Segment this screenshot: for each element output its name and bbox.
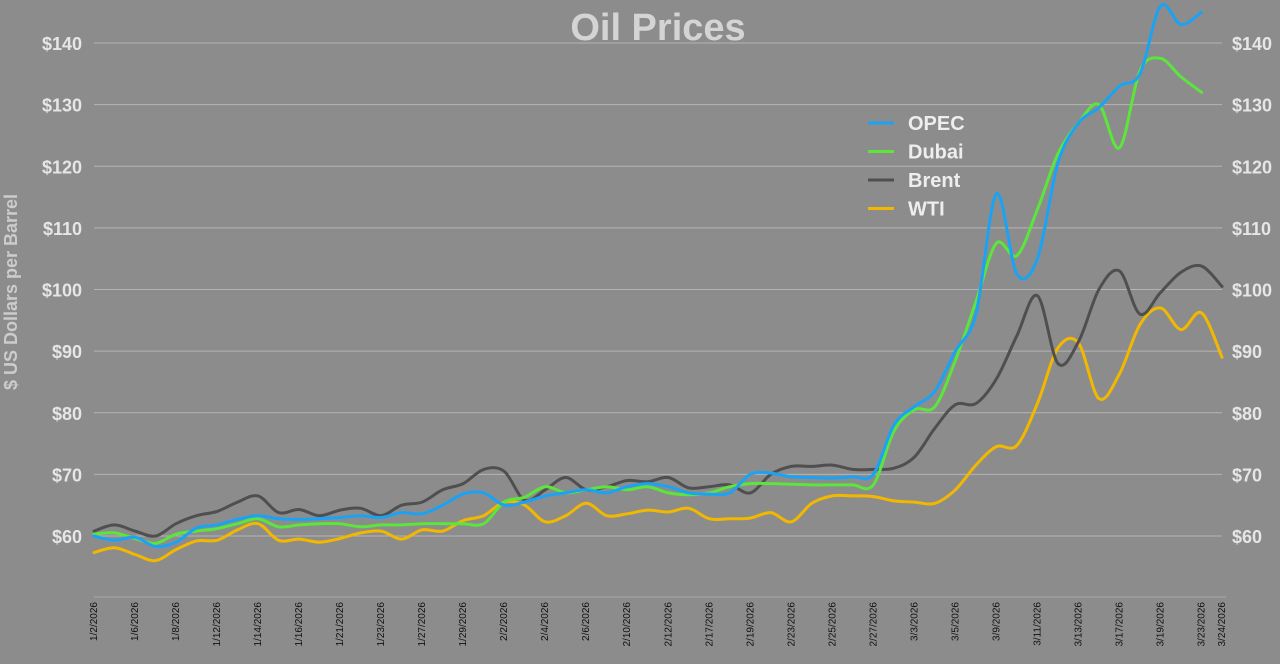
y-axis-label: $ US Dollars per Barrel (1, 194, 21, 390)
x-tick-label: 1/21/2026 (335, 602, 346, 647)
y-tick-label-left: $140 (42, 34, 82, 54)
x-tick-label: 3/3/2026 (909, 602, 920, 641)
x-tick-label: 1/12/2026 (212, 602, 223, 647)
x-tick-label: 2/25/2026 (827, 602, 838, 647)
legend: OPEC Dubai Brent WTI (868, 113, 965, 221)
x-tick-label: 3/19/2026 (1155, 602, 1166, 647)
y-tick-label-right: $70 (1232, 465, 1262, 485)
y-ticks-left: $60 $70 $80 $90 $100 $110 $120 $130 $140 (42, 34, 82, 547)
y-tick-label-right: $120 (1232, 157, 1272, 177)
legend-label-wti: WTI (908, 199, 945, 221)
x-tick-label: 2/2/2026 (499, 602, 510, 641)
series-line-brent (92, 263, 1224, 538)
y-tick-label-right: $60 (1232, 527, 1262, 547)
x-tick-label: 3/23/2026 (1196, 602, 1207, 647)
legend-label-brent: Brent (908, 170, 961, 192)
x-tick-label: 1/6/2026 (130, 602, 141, 641)
x-tick-label: 3/5/2026 (950, 602, 961, 641)
x-tick-label: 2/27/2026 (868, 602, 879, 647)
y-tick-label-left: $110 (43, 219, 82, 239)
x-tick-label: 1/23/2026 (376, 602, 387, 647)
y-tick-label-left: $100 (42, 281, 82, 301)
y-tick-label-left: $130 (42, 96, 82, 116)
x-tick-label: 3/9/2026 (991, 602, 1002, 641)
x-tick-label: 2/6/2026 (581, 602, 592, 641)
x-tick-label: 1/16/2026 (294, 602, 305, 647)
legend-label-dubai: Dubai (908, 142, 964, 164)
x-tick-label: 3/13/2026 (1073, 602, 1084, 647)
y-tick-label-left: $60 (52, 527, 82, 547)
y-tick-label-left: $70 (52, 465, 82, 485)
x-tick-label: 1/2/2026 (89, 602, 100, 641)
x-tick-label: 1/8/2026 (171, 602, 182, 641)
x-tick-label: 2/19/2026 (745, 602, 756, 647)
x-tick-label: 3/17/2026 (1114, 602, 1125, 647)
series-line-dubai (92, 56, 1203, 545)
series-lines (92, 2, 1224, 563)
y-tick-label-right: $110 (1232, 219, 1271, 239)
legend-label-opec: OPEC (908, 113, 965, 135)
chart-title: Oil Prices (570, 7, 745, 49)
x-tick-label: 2/17/2026 (704, 602, 715, 647)
y-tick-label-right: $130 (1232, 96, 1272, 116)
series-line-wti (92, 306, 1224, 563)
x-tick-label: 2/10/2026 (622, 602, 633, 647)
x-tick-label: 1/27/2026 (417, 602, 428, 647)
x-tick-label: 2/12/2026 (663, 602, 674, 647)
x-tick-label: 1/29/2026 (458, 602, 469, 647)
x-tick-label: 3/24/2026 (1217, 602, 1228, 647)
y-tick-label-right: $140 (1232, 34, 1272, 54)
y-ticks-right: $60 $70 $80 $90 $100 $110 $120 $130 $140 (1232, 34, 1272, 547)
y-tick-label-left: $80 (52, 404, 82, 424)
x-tick-label: 2/23/2026 (786, 602, 797, 647)
y-tick-label-right: $90 (1232, 342, 1262, 362)
x-ticks: 1/2/2026 1/6/2026 1/8/2026 1/12/2026 1/14/20… (89, 596, 1228, 647)
x-tick-label: 3/11/2026 (1032, 602, 1043, 646)
x-tick-label: 1/14/2026 (253, 602, 264, 647)
y-tick-label-right: $100 (1232, 281, 1272, 301)
y-tick-label-left: $90 (52, 342, 82, 362)
y-tick-label-right: $80 (1232, 404, 1262, 424)
series-line-opec (92, 2, 1203, 549)
y-tick-label-left: $120 (42, 157, 82, 177)
x-tick-label: 2/4/2026 (540, 602, 551, 641)
gridlines (94, 42, 1222, 537)
